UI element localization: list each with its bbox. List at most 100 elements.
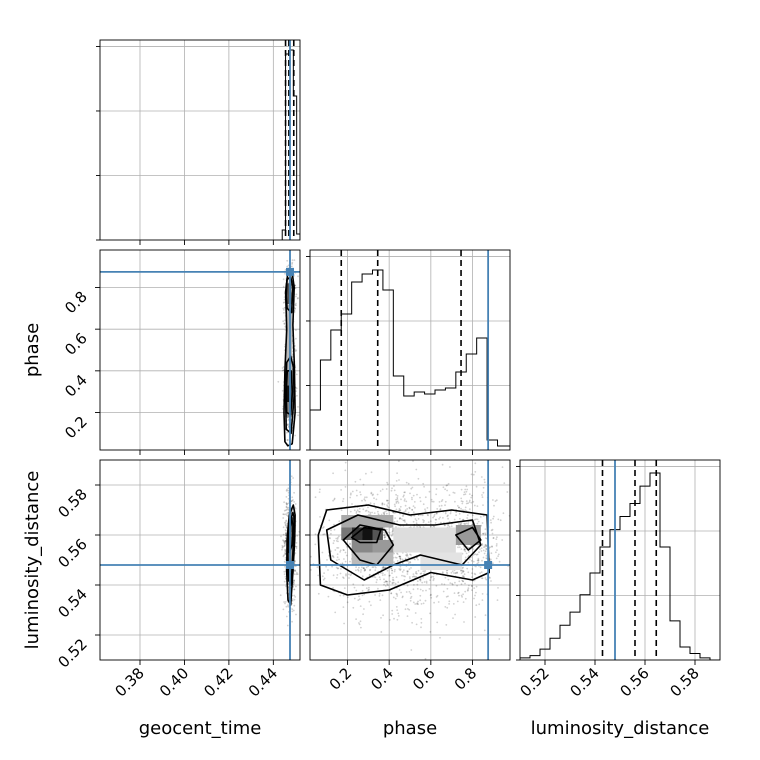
sample-point [294, 561, 296, 563]
sample-point [477, 519, 479, 521]
sample-point [496, 536, 498, 538]
sample-point [486, 555, 488, 557]
sample-point [394, 571, 396, 573]
sample-point [374, 569, 376, 571]
sample-point [284, 550, 286, 552]
sample-point [386, 500, 388, 502]
sample-point [465, 598, 467, 600]
sample-point [383, 578, 385, 580]
sample-point [394, 569, 396, 571]
sample-point [390, 593, 392, 595]
sample-point [481, 494, 483, 496]
sample-point [297, 275, 299, 277]
sample-point [452, 492, 454, 494]
sample-point [296, 294, 298, 296]
sample-point [360, 571, 362, 573]
sample-point [496, 558, 498, 560]
sample-point [340, 489, 342, 491]
sample-point [360, 569, 362, 571]
sample-point [416, 602, 418, 604]
sample-point [338, 559, 340, 561]
x-tick-label-luminosity-distance-1: 0.54 [566, 664, 602, 700]
sample-point [416, 520, 418, 522]
sample-point [413, 575, 415, 577]
sample-point [295, 338, 297, 340]
sample-point [411, 622, 413, 624]
sample-point [331, 555, 333, 557]
sample-point [281, 549, 283, 551]
x-axis-title-geocent-time: geocent_time [139, 718, 262, 739]
sample-point [406, 555, 408, 557]
sample-point [366, 496, 368, 498]
sample-point [291, 611, 293, 613]
sample-point [442, 499, 444, 501]
sample-point [340, 550, 342, 552]
sample-point [462, 570, 464, 572]
sample-point [439, 509, 441, 511]
sample-point [397, 619, 399, 621]
sample-point [284, 561, 286, 563]
sample-point [369, 574, 371, 576]
sample-point [408, 512, 410, 514]
sample-point [468, 551, 470, 553]
sample-point [359, 479, 361, 481]
sample-point [480, 566, 482, 568]
sample-point [496, 543, 498, 545]
sample-point [404, 521, 406, 523]
sample-point [410, 567, 412, 569]
sample-point [352, 491, 354, 493]
panel-frame [100, 460, 300, 660]
sample-point [396, 606, 398, 608]
sample-point [280, 536, 282, 538]
sample-point [483, 550, 485, 552]
sample-point [333, 499, 335, 501]
sample-point [391, 570, 393, 572]
sample-point [439, 501, 441, 503]
sample-point [465, 509, 467, 511]
sample-point [397, 560, 399, 562]
sample-point [409, 507, 411, 509]
sample-point [491, 530, 493, 532]
sample-point [474, 573, 476, 575]
sample-point [435, 494, 437, 496]
sample-point [411, 499, 413, 501]
sample-point [393, 618, 395, 620]
sample-point [473, 598, 475, 600]
sample-point [393, 579, 395, 581]
sample-point [396, 480, 398, 482]
sample-point [283, 545, 285, 547]
sample-point [291, 475, 293, 477]
sample-point [402, 514, 404, 516]
x-tick-label-geocent-time-3: 0.44 [245, 664, 281, 700]
sample-point [315, 533, 317, 535]
sample-point [461, 503, 463, 505]
sample-point [400, 592, 402, 594]
sample-point [285, 532, 287, 534]
sample-point [391, 487, 393, 489]
sample-point [296, 395, 298, 397]
sample-point [352, 607, 354, 609]
sample-point [337, 574, 339, 576]
sample-point [473, 561, 475, 563]
sample-point [411, 497, 413, 499]
sample-point [452, 617, 454, 619]
sample-point [405, 558, 407, 560]
sample-point [469, 559, 471, 561]
sample-point [442, 517, 444, 519]
sample-point [372, 494, 374, 496]
sample-point [456, 572, 458, 574]
sample-point [395, 598, 397, 600]
sample-point [467, 590, 469, 592]
sample-point [400, 506, 402, 508]
sample-point [458, 595, 460, 597]
sample-point [394, 490, 396, 492]
sample-point [355, 618, 357, 620]
sample-point [409, 561, 411, 563]
sample-point [323, 526, 325, 528]
sample-point [490, 580, 492, 582]
sample-point [497, 555, 499, 557]
sample-point [345, 552, 347, 554]
sample-point [502, 466, 504, 468]
sample-point [449, 582, 451, 584]
sample-point [471, 495, 473, 497]
